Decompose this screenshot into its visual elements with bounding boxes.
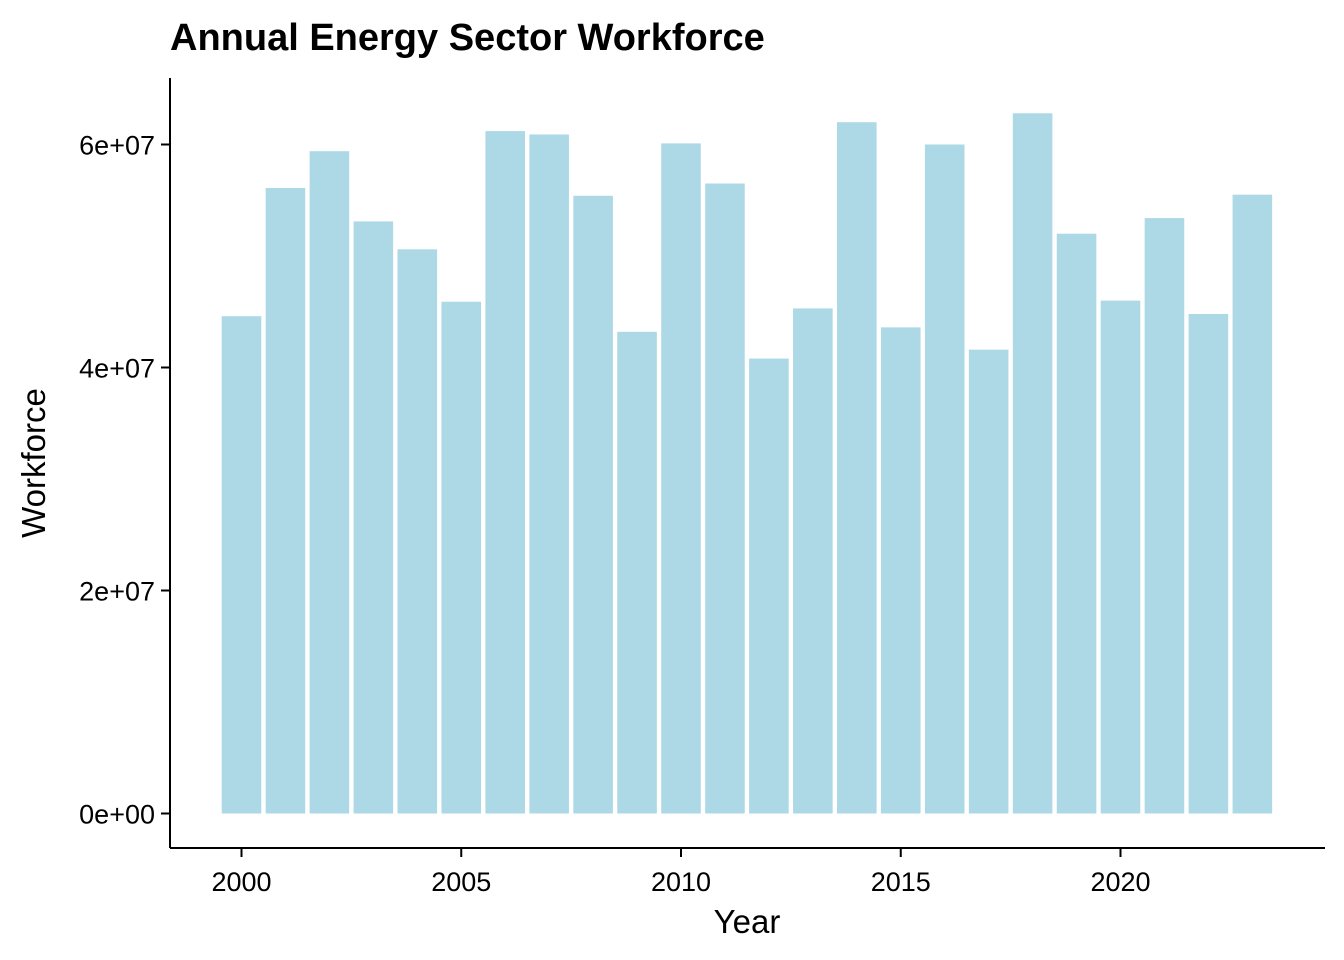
bar-2021 — [1144, 218, 1185, 814]
y-tick-label: 0e+00 — [79, 800, 155, 830]
bar-2004 — [397, 249, 438, 814]
bar-2018 — [1012, 113, 1053, 814]
x-tick-label: 2015 — [871, 867, 931, 897]
x-tick-label: 2005 — [431, 867, 491, 897]
bar-2005 — [441, 301, 482, 814]
x-ticks-group: 2000 2005 2010 2015 2020 — [211, 848, 1151, 897]
x-tick-label: 2000 — [211, 867, 271, 897]
y-tick-label: 2e+07 — [79, 577, 155, 607]
bar-2000 — [221, 316, 262, 814]
bar-2009 — [617, 331, 657, 814]
bar-2023 — [1232, 194, 1273, 814]
bar-2008 — [573, 195, 613, 814]
bar-2015 — [880, 327, 921, 814]
bar-2002 — [309, 151, 350, 814]
bar-2022 — [1188, 313, 1229, 814]
bars-group — [221, 113, 1273, 814]
y-tick-label: 4e+07 — [79, 354, 155, 384]
bar-2012 — [749, 358, 789, 814]
x-tick-label: 2010 — [651, 867, 711, 897]
bar-2006 — [485, 131, 525, 814]
x-axis-title: Year — [714, 903, 781, 940]
bar-2014 — [837, 122, 877, 814]
bar-2010 — [661, 143, 701, 814]
bar-2013 — [793, 308, 833, 814]
x-tick-label: 2020 — [1090, 867, 1150, 897]
bar-2019 — [1056, 233, 1097, 814]
y-axis-title: Workforce — [15, 388, 52, 538]
bar-2007 — [529, 134, 569, 814]
bar-2001 — [265, 187, 306, 814]
bar-2017 — [968, 349, 1009, 814]
y-tick-label: 6e+07 — [79, 131, 155, 161]
bar-2016 — [924, 144, 965, 814]
bar-2011 — [705, 183, 745, 814]
bar-2020 — [1100, 300, 1141, 814]
y-ticks-group: 0e+00 2e+07 4e+07 6e+07 — [79, 131, 170, 830]
bar-2003 — [353, 221, 394, 814]
chart-title: Annual Energy Sector Workforce — [170, 17, 765, 59]
